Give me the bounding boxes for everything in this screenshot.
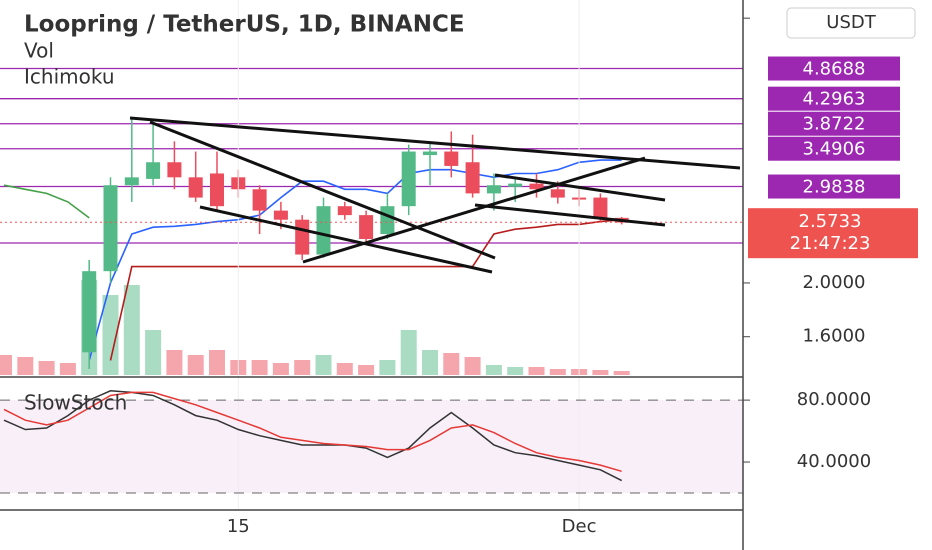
level-label-box: [768, 111, 900, 136]
indicator-line: [3, 390, 623, 482]
volume-bar: [145, 330, 162, 375]
volume-bar: [400, 330, 417, 375]
volume-bar: [187, 355, 204, 375]
y-tick-label: 1.6000: [803, 326, 866, 347]
trendline: [199, 205, 493, 274]
level-label-box: [768, 56, 900, 81]
volume-bar: [272, 363, 289, 375]
candle-body: [465, 162, 480, 194]
level-label-box: [768, 86, 900, 111]
candle-body: [380, 206, 395, 235]
candle-body: [188, 177, 203, 198]
volume-bar: [422, 350, 438, 375]
volume-bar: [592, 370, 609, 375]
candle-body: [529, 183, 544, 190]
y-tick-label: 80.0000: [797, 389, 871, 410]
volume-bar: [464, 357, 481, 375]
volume-bar: [549, 369, 566, 375]
volume-bar: [59, 363, 76, 375]
indicator-line: [3, 184, 90, 219]
level-label: 4.8688: [803, 59, 866, 80]
volume-bar: [166, 350, 183, 375]
trendline: [494, 173, 666, 202]
volume-bar: [251, 360, 268, 375]
countdown-label: 21:47:23: [790, 233, 871, 254]
volume-bar: [17, 357, 34, 375]
currency-button[interactable]: [786, 7, 916, 39]
volume-bar: [507, 367, 524, 375]
candle-body: [82, 271, 97, 353]
x-tick-label: Dec: [562, 516, 597, 537]
indicator-line: [109, 218, 622, 361]
volume-bar: [294, 360, 311, 375]
candle-body: [167, 162, 182, 178]
x-tick-label: 15: [227, 516, 250, 537]
level-label: 4.2963: [803, 89, 866, 110]
plot-layer: [0, 0, 743, 510]
candle-body: [103, 185, 118, 272]
candle-body: [444, 151, 459, 166]
y-tick-label: 40.0000: [797, 451, 871, 472]
volume-bar: [315, 355, 332, 375]
candle-body: [316, 206, 331, 255]
indicator-line: [88, 159, 622, 361]
candle-body: [295, 219, 310, 255]
candle-body: [486, 185, 501, 194]
candle-body: [401, 151, 416, 207]
chart-title: Loopring / TetherUS, 1D, BINANCE: [24, 12, 465, 38]
volume-bar: [102, 295, 119, 375]
candle-body: [593, 197, 608, 218]
volume-bar: [358, 365, 375, 375]
volume-bar: [336, 363, 353, 375]
level-label: 2.9838: [803, 177, 866, 198]
volume-bar: [443, 353, 460, 375]
volume-bar: [613, 371, 630, 375]
volume-bar: [485, 365, 502, 375]
level-label-box: [768, 174, 900, 199]
candle-body: [423, 151, 437, 156]
trendlines: [129, 116, 741, 274]
volume-bar: [209, 350, 225, 375]
candle-body: [550, 189, 565, 198]
trendline: [474, 203, 666, 227]
candle-body: [146, 162, 161, 179]
indicator-line: [3, 391, 622, 473]
level-label: 3.4906: [803, 139, 866, 160]
last-price-box: [748, 208, 918, 259]
candle-body: [273, 210, 288, 220]
currency-button-label[interactable]: USDT: [826, 12, 876, 33]
pane-title: SlowStoch: [24, 391, 127, 415]
level-label: 3.8722: [803, 114, 866, 135]
trendline: [149, 120, 496, 260]
candle-body: [337, 206, 352, 216]
level-label-box: [768, 136, 900, 161]
candle-body: [508, 183, 523, 187]
volume-bar: [528, 367, 545, 375]
volume-bar: [123, 285, 140, 375]
legend-item: Ichimoku: [24, 65, 115, 89]
label-layer: 4.86884.29633.87223.49062.98382.36076.00…: [227, 7, 918, 537]
last-price-label: 2.5733: [799, 211, 862, 232]
trendline: [302, 156, 646, 264]
candle-body: [359, 215, 374, 240]
candle-body: [210, 173, 224, 207]
candle-body: [124, 177, 139, 186]
legend-item: Vol: [24, 39, 54, 63]
volume-bar: [0, 355, 12, 375]
candle-body: [252, 189, 267, 211]
y-tick-label: 2.0000: [803, 272, 866, 293]
volume-bar: [38, 361, 55, 375]
volume-bar: [379, 360, 396, 375]
